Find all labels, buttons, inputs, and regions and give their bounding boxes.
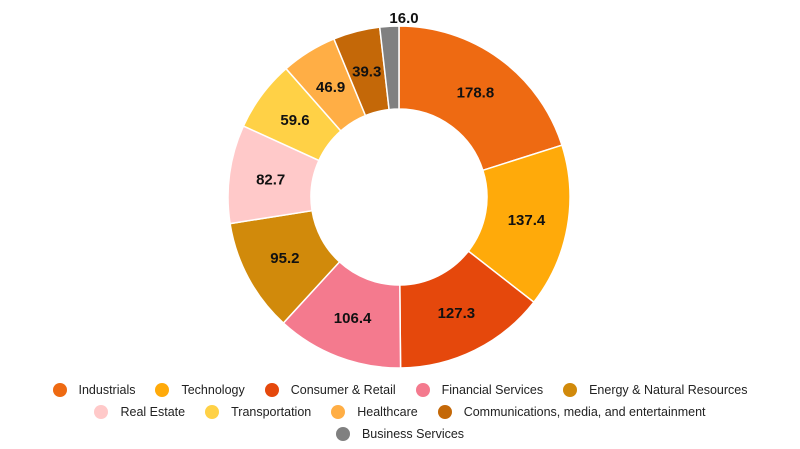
legend-item: Business Services bbox=[335, 427, 465, 441]
legend-label: Consumer & Retail bbox=[290, 383, 396, 397]
legend-label: Technology bbox=[181, 383, 245, 397]
legend-row: Business Services bbox=[0, 427, 800, 441]
data-label: 82.7 bbox=[256, 171, 285, 188]
legend-label: Healthcare bbox=[357, 405, 418, 419]
legend-marker-icon bbox=[331, 405, 346, 419]
slice-business-services bbox=[378, 25, 400, 111]
legend-item: Transportation bbox=[205, 405, 311, 419]
legend-item: Consumer & Retail bbox=[264, 383, 396, 397]
legend-label: Financial Services bbox=[441, 383, 544, 397]
data-label: 95.2 bbox=[270, 250, 299, 267]
legend-label: Industrials bbox=[78, 383, 136, 397]
legend-label: Transportation bbox=[231, 405, 312, 419]
legend-item: Healthcare bbox=[331, 405, 418, 419]
legend-marker-icon bbox=[155, 383, 170, 397]
legend-label: Business Services bbox=[361, 427, 465, 441]
slice-technology bbox=[467, 144, 571, 304]
legend-marker-icon bbox=[563, 383, 578, 397]
legend-marker-icon bbox=[437, 405, 452, 419]
legend-marker-icon bbox=[335, 427, 350, 441]
data-label: 59.6 bbox=[280, 112, 309, 129]
legend-label: Real Estate bbox=[120, 405, 186, 419]
legend-row: Industrials Technology Consumer & Retail Fi… bbox=[0, 383, 800, 397]
data-label: 46.9 bbox=[316, 79, 345, 96]
legend-marker-icon bbox=[52, 383, 67, 397]
legend-marker-icon bbox=[415, 383, 430, 397]
data-label: 137.4 bbox=[508, 212, 546, 229]
legend-item: Industrials bbox=[52, 383, 136, 397]
legend-row: Real Estate Transportation Healthcare Commu… bbox=[0, 405, 800, 419]
legend-label: Communications, media, and entertainment bbox=[463, 405, 706, 419]
legend-item: Real Estate bbox=[94, 405, 185, 419]
slice-industrials bbox=[398, 25, 563, 172]
data-label: 39.3 bbox=[352, 64, 381, 81]
legend-item: Energy & Natural Resources bbox=[563, 383, 747, 397]
data-label: 16.0 bbox=[389, 10, 418, 27]
data-label: 178.8 bbox=[457, 84, 495, 101]
legend-item: Financial Services bbox=[415, 383, 544, 397]
legend-marker-icon bbox=[205, 405, 220, 419]
legend-marker-icon bbox=[264, 383, 279, 397]
legend-item: Technology bbox=[155, 383, 245, 397]
data-label: 127.3 bbox=[438, 305, 476, 322]
legend-item: Communications, media, and entertainment bbox=[437, 405, 706, 419]
donut-chart: 178.8 137.4 127.3 106.4 95.2 82.7 59.6 46.9 39.3… bbox=[227, 10, 571, 369]
legend-label: Energy & Natural Resources bbox=[589, 383, 748, 397]
legend-marker-icon bbox=[94, 405, 109, 419]
data-label: 106.4 bbox=[334, 310, 372, 327]
